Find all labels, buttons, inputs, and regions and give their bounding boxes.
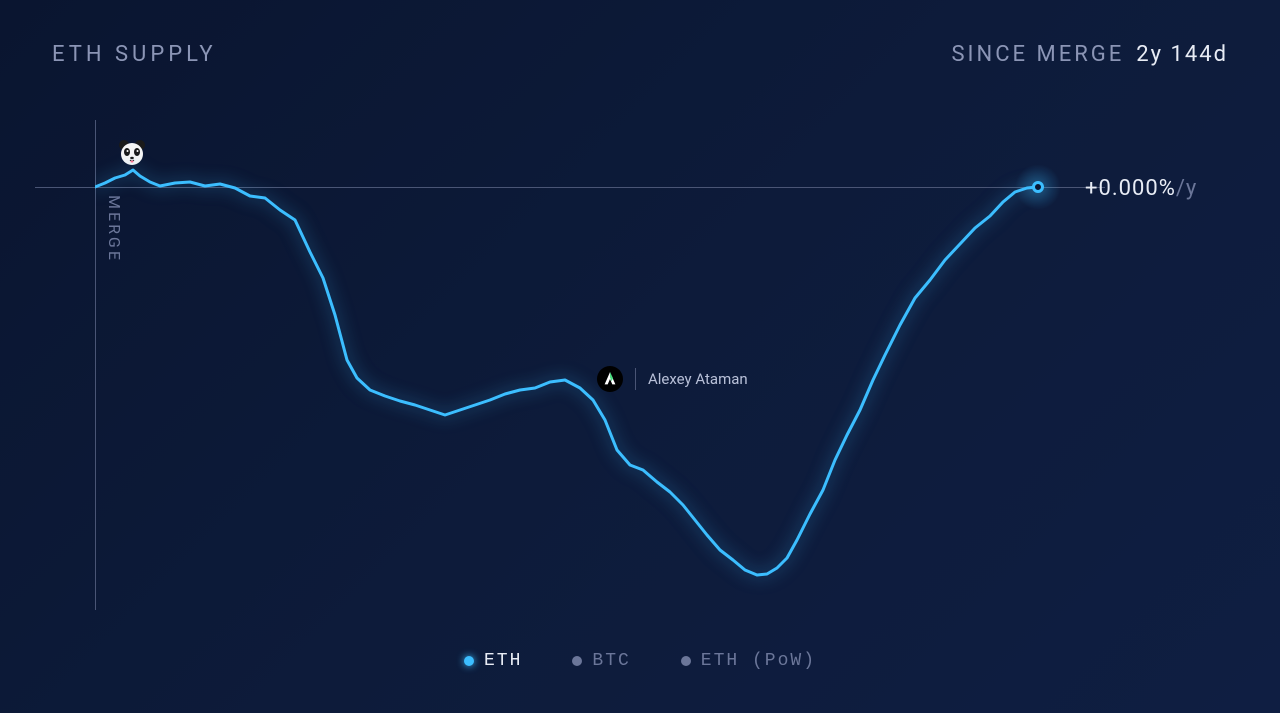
duration-value: 2y 144d <box>1136 42 1228 67</box>
legend-item-eth-pow[interactable]: ETH (PoW) <box>681 651 816 671</box>
legend-dot-icon <box>681 656 691 666</box>
legend-item-eth[interactable]: ETH <box>464 651 522 671</box>
percent-unit: /y <box>1176 176 1198 201</box>
since-merge-block: SINCE MERGE 2y 144d <box>951 42 1228 67</box>
watermark-name: Alexey Ataman <box>648 370 748 388</box>
legend-label: BTC <box>592 651 630 671</box>
chart-area: MERGE <box>95 120 1105 610</box>
chart-legend: ETH BTC ETH (PoW) <box>0 651 1280 671</box>
legend-item-btc[interactable]: BTC <box>572 651 630 671</box>
legend-dot-icon <box>464 656 474 666</box>
since-label: SINCE MERGE <box>951 42 1124 67</box>
header: ETH SUPPLY SINCE MERGE 2y 144d <box>0 0 1280 67</box>
watermark: Alexey Ataman <box>597 366 748 392</box>
page-title: ETH SUPPLY <box>52 42 217 67</box>
percent-value: +0.000% <box>1085 176 1176 201</box>
legend-label: ETH (PoW) <box>701 651 816 671</box>
end-marker <box>1027 176 1049 198</box>
supply-line-chart <box>95 120 1105 610</box>
legend-label: ETH <box>484 651 522 671</box>
watermark-divider <box>635 368 636 390</box>
watermark-avatar-icon <box>597 366 623 392</box>
legend-dot-icon <box>572 656 582 666</box>
percent-change-label: +0.000%/y <box>1085 176 1197 201</box>
